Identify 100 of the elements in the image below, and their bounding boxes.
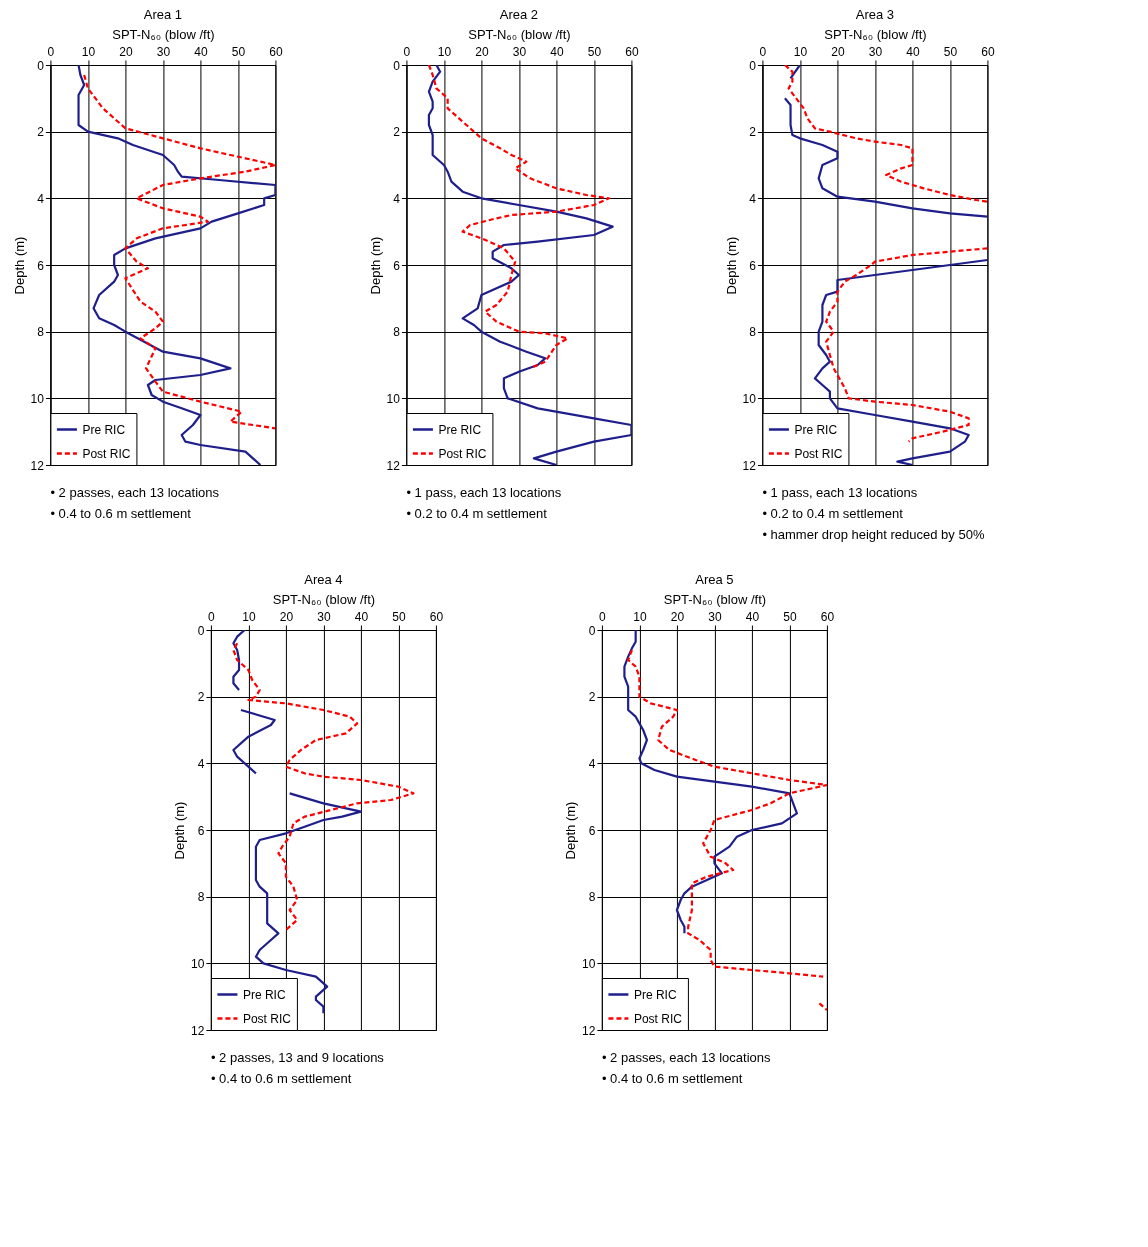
legend-label: Pre RIC [633, 987, 677, 1002]
y-axis-title: Depth (m) [367, 236, 383, 295]
x-tick-label: 40 [354, 609, 369, 624]
text: • 1 pass, each 13 locations [762, 485, 918, 500]
y-tick-label: 0 [37, 58, 45, 73]
y-tick-label: 6 [588, 823, 596, 838]
text: • 2 passes, 13 and 9 locations [210, 1050, 385, 1065]
x-tick-label: 0 [208, 609, 216, 624]
y-tick-label: 0 [393, 58, 401, 73]
y-tick-label: 4 [588, 756, 596, 771]
y-axis-title: Depth (m) [723, 236, 739, 295]
text: • 2 passes, each 13 locations [50, 485, 220, 500]
y-axis-title: Depth (m) [11, 236, 27, 295]
y-tick-label: 6 [393, 258, 401, 273]
x-tick-label: 40 [550, 44, 564, 59]
x-tick-label: 20 [279, 609, 294, 624]
text: • 0.2 to 0.4 m settlement [762, 506, 904, 521]
chart-title: Area 1 [143, 7, 183, 22]
x-tick-label: 0 [759, 44, 767, 59]
x-tick-label: 50 [943, 44, 958, 59]
chart-title: Area 3 [855, 7, 895, 22]
x-tick-label: 40 [745, 609, 760, 624]
y-tick-label: 12 [191, 1023, 205, 1038]
legend-label: Pre RIC [82, 422, 126, 437]
line-series [427, 65, 611, 370]
y-tick-label: 8 [197, 890, 205, 905]
x-tick-label: 60 [429, 609, 444, 624]
x-axis-title: SPT-N₆₀ (blow /ft) [663, 591, 767, 607]
y-tick-label: 12 [386, 458, 401, 473]
x-tick-label: 60 [625, 44, 639, 59]
chart-title: Area 2 [499, 7, 539, 22]
y-tick-label: 4 [393, 191, 401, 206]
y-tick-label: 4 [749, 191, 757, 206]
x-tick-label: 30 [868, 44, 883, 59]
y-tick-label: 4 [197, 756, 205, 771]
chart-title: Area 4 [304, 572, 343, 587]
x-tick-label: 60 [981, 44, 995, 59]
x-tick-label: 20 [831, 44, 845, 59]
x-axis-title: SPT-N₆₀ (blow /ft) [468, 26, 571, 42]
legend-label: Post RIC [633, 1011, 683, 1026]
y-tick-label: 2 [37, 125, 45, 140]
x-axis-title: SPT-N₆₀ (blow /ft) [824, 26, 927, 42]
x-tick-label: 10 [242, 609, 256, 624]
legend-label: Post RIC [242, 1011, 292, 1026]
legend-label: Post RIC [794, 446, 843, 461]
chart-title: Area 5 [695, 572, 734, 587]
y-tick-label: 6 [37, 258, 45, 273]
line-series [623, 630, 799, 935]
x-tick-label: 30 [156, 44, 171, 59]
x-tick-label: 30 [512, 44, 527, 59]
x-tick-label: 50 [783, 609, 797, 624]
text: • 2 passes, each 13 locations [601, 1050, 772, 1065]
y-tick-label: 8 [393, 325, 401, 340]
y-tick-label: 8 [37, 325, 45, 340]
y-axis-title: Depth (m) [563, 801, 579, 860]
x-tick-label: 60 [820, 609, 835, 624]
x-tick-label: 20 [670, 609, 685, 624]
text: • 1 pass, each 13 locations [406, 485, 562, 500]
y-tick-label: 6 [197, 823, 205, 838]
y-tick-label: 12 [30, 458, 45, 473]
legend-label: Post RIC [82, 446, 131, 461]
text: • 0.4 to 0.6 m settlement [601, 1071, 743, 1086]
text: • 0.4 to 0.6 m settlement [50, 506, 192, 521]
y-tick-label: 10 [191, 956, 205, 971]
x-tick-label: 10 [437, 44, 452, 59]
y-tick-label: 0 [588, 623, 596, 638]
x-tick-label: 50 [587, 44, 602, 59]
x-tick-label: 40 [906, 44, 920, 59]
y-tick-label: 6 [749, 258, 757, 273]
x-tick-label: 60 [269, 44, 283, 59]
x-tick-label: 30 [317, 609, 331, 624]
legend-label: Pre RIC [438, 422, 482, 437]
x-tick-label: 0 [403, 44, 411, 59]
x-tick-label: 30 [708, 609, 722, 624]
x-tick-label: 10 [633, 609, 647, 624]
x-tick-label: 50 [231, 44, 246, 59]
x-tick-label: 10 [81, 44, 96, 59]
x-tick-label: 10 [793, 44, 808, 59]
y-tick-label: 2 [588, 690, 596, 705]
y-tick-label: 2 [393, 125, 401, 140]
x-axis-title: SPT-N₆₀ (blow /ft) [272, 591, 376, 607]
x-tick-label: 40 [194, 44, 208, 59]
x-tick-label: 50 [392, 609, 406, 624]
y-tick-label: 10 [742, 391, 757, 406]
y-tick-label: 0 [197, 623, 205, 638]
legend-label: Post RIC [438, 446, 487, 461]
y-tick-label: 10 [386, 391, 401, 406]
y-tick-label: 0 [749, 58, 757, 73]
y-tick-label: 2 [197, 690, 205, 705]
y-tick-label: 8 [588, 890, 596, 905]
y-axis-title: Depth (m) [172, 801, 188, 860]
y-tick-label: 12 [742, 458, 757, 473]
y-tick-label: 2 [749, 125, 757, 140]
line-series [232, 642, 415, 932]
x-tick-label: 0 [599, 609, 607, 624]
y-tick-label: 10 [582, 956, 596, 971]
y-tick-label: 12 [582, 1023, 596, 1038]
text: • 0.4 to 0.6 m settlement [210, 1071, 352, 1086]
text: • 0.2 to 0.4 m settlement [406, 506, 548, 521]
legend-label: Pre RIC [794, 422, 838, 437]
